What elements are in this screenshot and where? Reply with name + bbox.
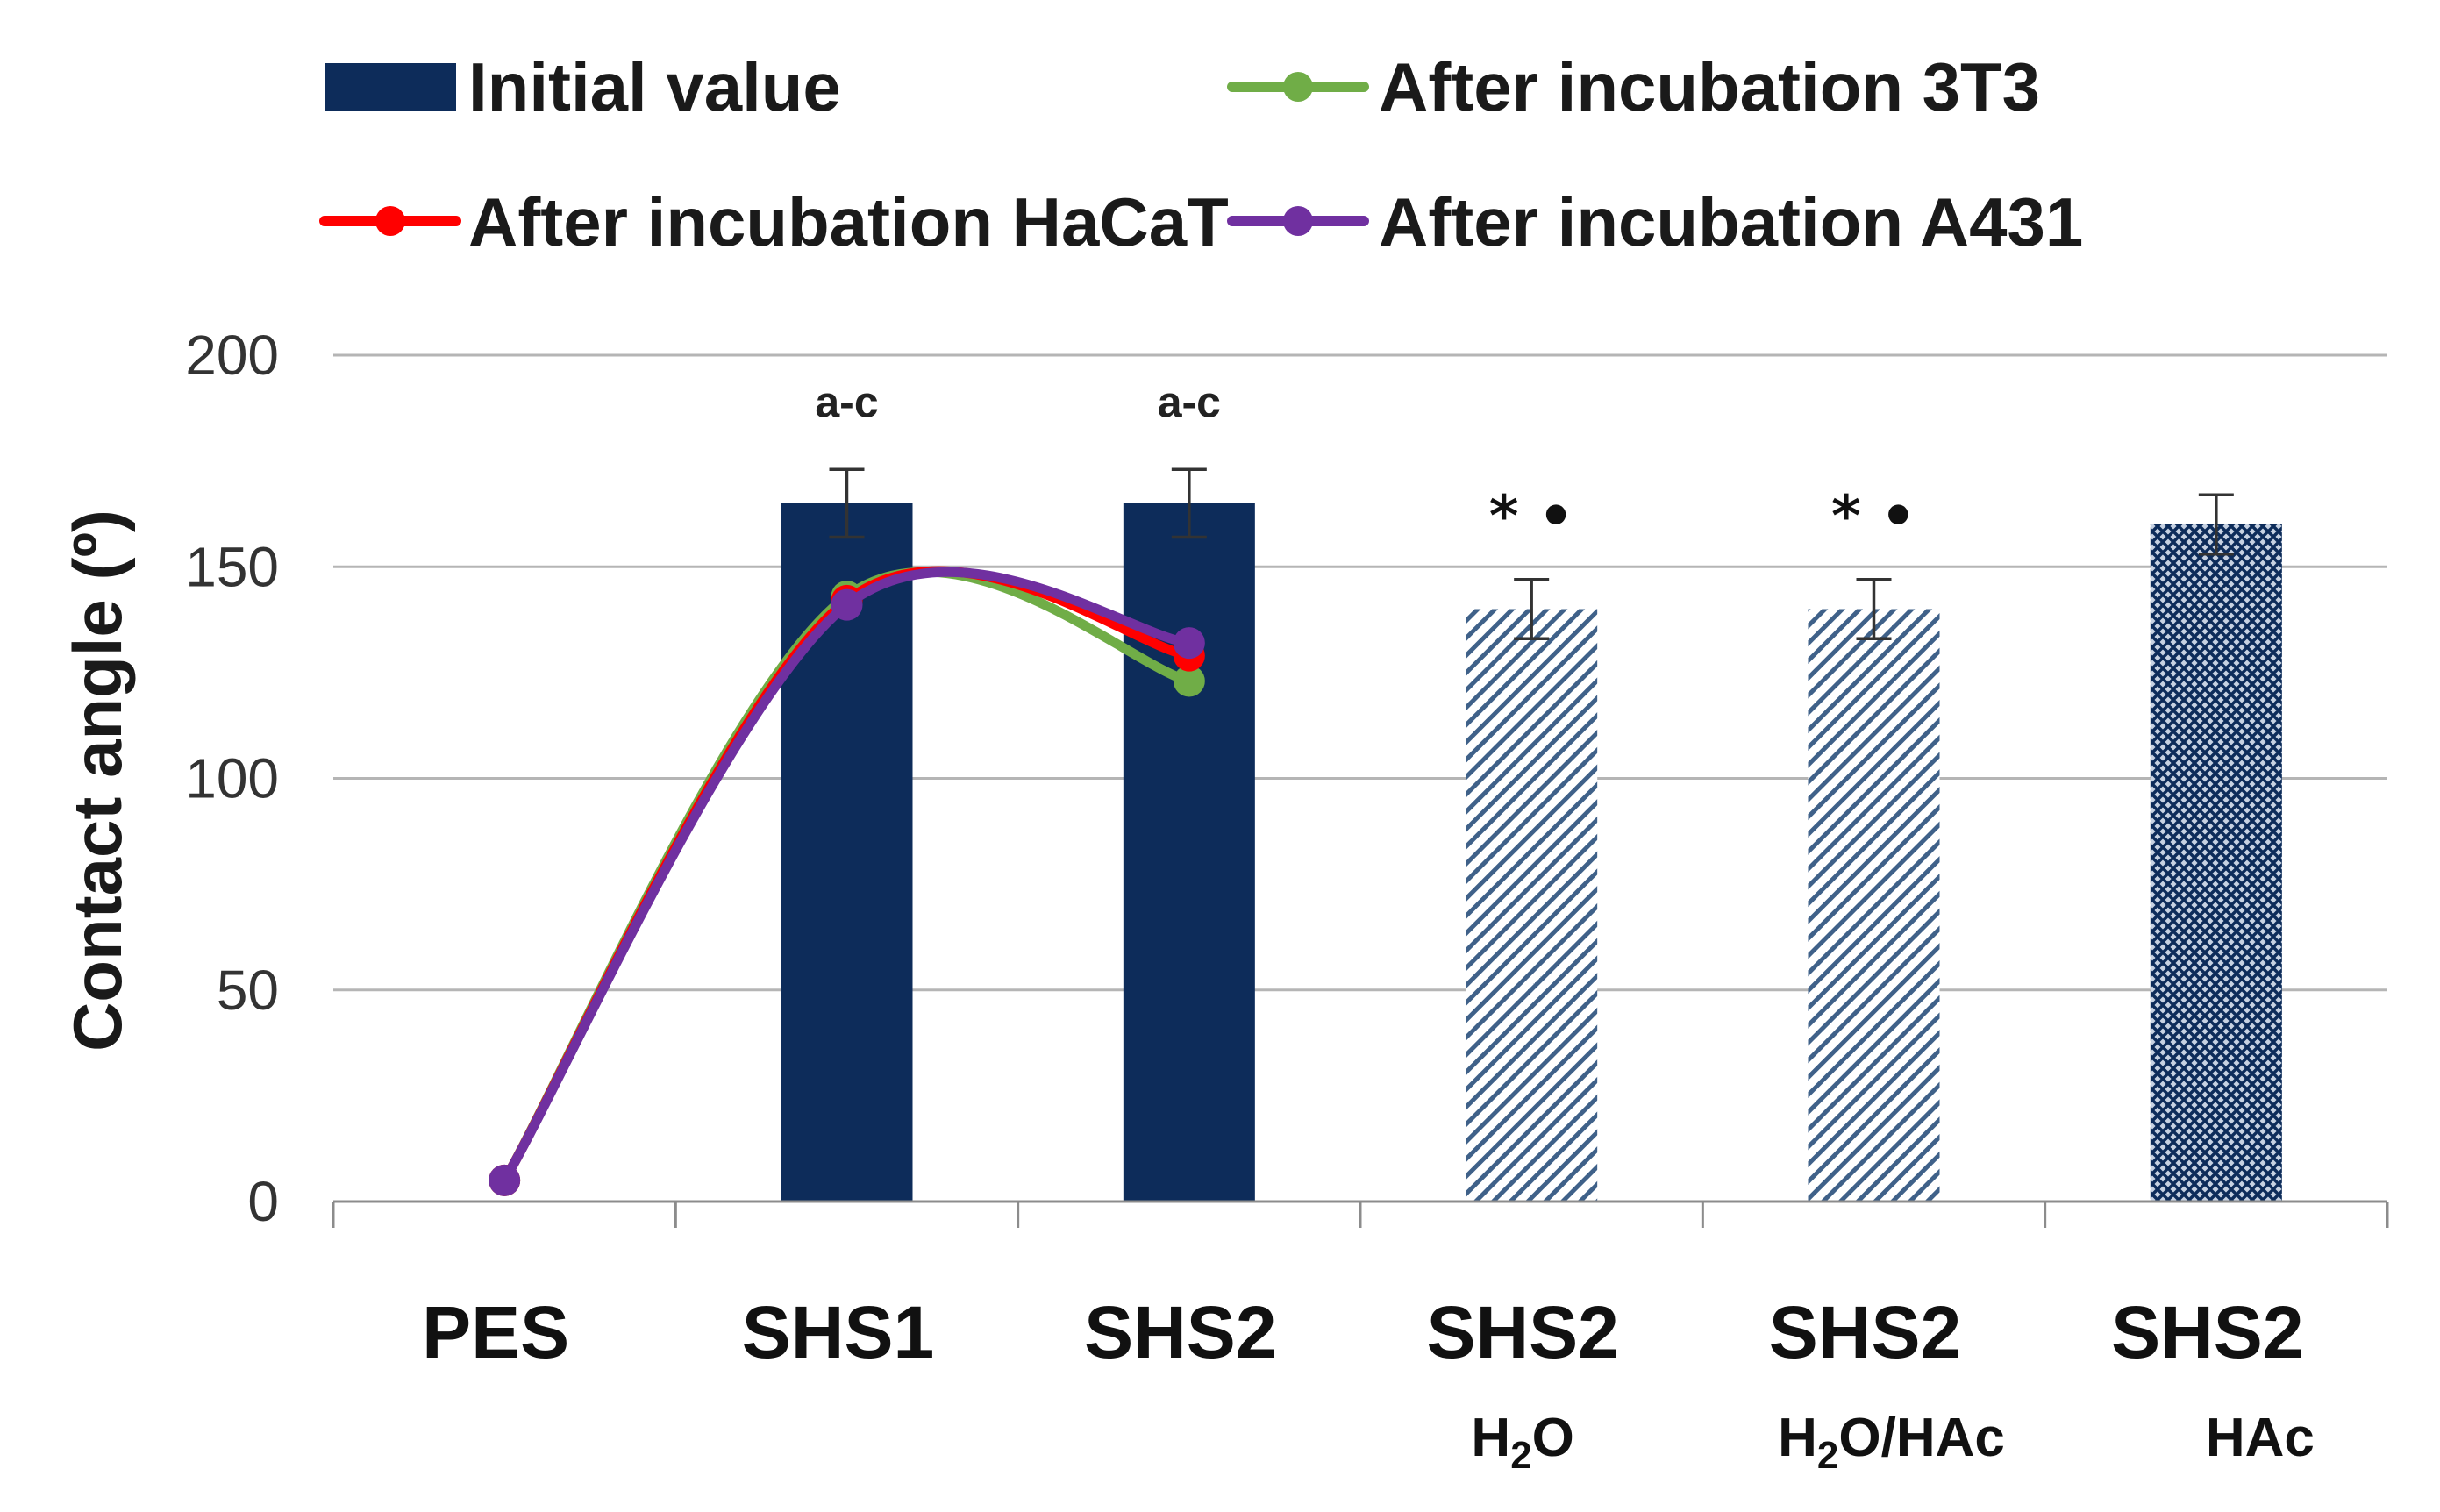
x-category-label-2: SHS2 [1084,1291,1276,1373]
gridlines [333,353,2387,992]
bar-3 [1466,609,1598,1202]
legend-entry-3t3: After incubation 3T3 [1227,48,2040,125]
legend-label-hacat: After incubation HaCaT [468,183,1229,260]
legend-swatch-initial-value [325,63,456,111]
y-tick-label-50: 50 [217,959,279,1022]
annotation-0: a-c [815,377,878,426]
legend-label-3t3: After incubation 3T3 [1379,48,2040,125]
legend-marker-a431 [1283,206,1313,236]
x-category-sublabel-3: H2O [1471,1408,1574,1477]
x-axis [332,1200,2389,1228]
legend-label-a431: After incubation A431 [1379,183,2083,260]
y-tick-label-150: 150 [185,535,279,598]
x-category-label-1: SHS1 [742,1291,934,1373]
error-bar-3 [1514,577,1550,641]
x-category-sublabel-4: H2O/HAc [1778,1408,2005,1477]
bar-5 [2150,524,2282,1202]
y-axis-ticks: 0 50 100 150 200 [185,324,279,1233]
bar-2 [1123,503,1255,1202]
series-0-point-2 [1173,665,1205,697]
annotation-2: * • [1489,485,1574,550]
series-2-point-1 [831,588,863,621]
y-tick-label-200: 200 [185,324,279,387]
bars [781,503,2282,1202]
significance-annotations: a-c a-c * • * • [815,377,1916,549]
series-line-2 [499,567,1195,1186]
x-category-sublabel-5: HAc [2206,1408,2315,1468]
annotation-3: * • [1831,485,1916,550]
legend-label-initial-value: Initial value [468,48,841,125]
legend-entry-initial-value: Initial value [325,48,841,125]
annotation-1: a-c [1158,377,1221,426]
series-lines [489,566,1205,1196]
error-bar-4 [1856,577,1892,641]
bar-4 [1808,609,1940,1202]
x-category-label-3: SHS2 [1426,1291,1618,1373]
y-axis-label: Contact angle (º) [59,510,136,1052]
legend-entry-hacat: After incubation HaCaT [319,183,1229,260]
error-bar-2 [1171,467,1207,539]
x-category-label-5: SHS2 [2111,1291,2303,1373]
x-category-label-4: SHS2 [1769,1291,1961,1373]
error-bars [829,467,2234,641]
y-tick-label-100: 100 [185,747,279,810]
y-tick-label-0: 0 [247,1170,279,1233]
x-axis-labels: PES SHS1 SHS2 SHS2 H2O SHS2 H2O/HAc SHS2 HAc [422,1291,2315,1477]
legend-marker-hacat [375,206,405,236]
x-category-label-0: PES [422,1291,569,1373]
error-bar-5 [2198,493,2234,556]
error-bar-1 [829,467,865,539]
legend-marker-3t3 [1283,72,1313,102]
series-2-point-2 [1173,627,1205,660]
legend: Initial value After incubation 3T3 After… [319,48,2083,260]
legend-entry-a431: After incubation A431 [1227,183,2083,260]
series-2-point-0 [489,1164,521,1196]
